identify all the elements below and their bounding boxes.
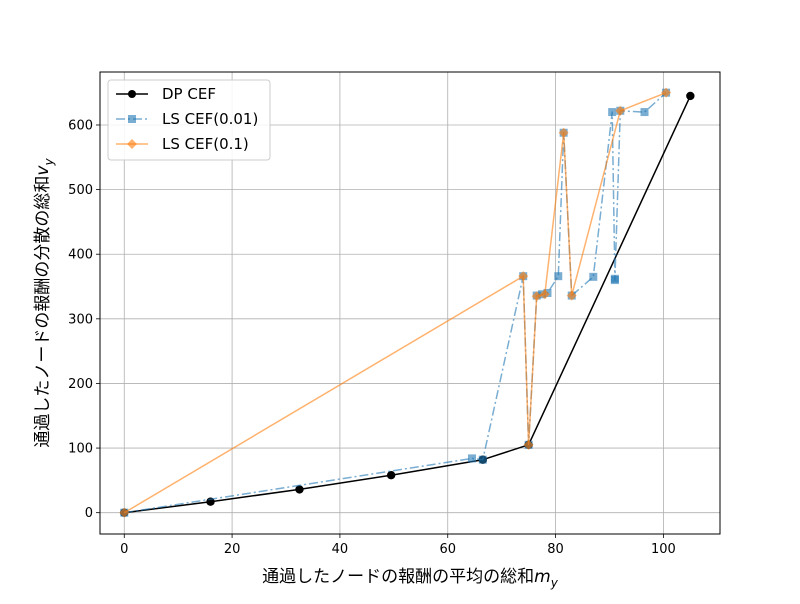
x-axis-label-math: m [534,567,551,587]
y-tick-label: 0 [85,506,93,521]
data-point [615,105,626,116]
legend-label-dp-cef: DP CEF [162,85,216,103]
legend-label-ls-cef-01: LS CEF(0.1) [162,135,249,153]
data-point [468,454,476,463]
data-point [539,289,550,300]
plot-series [119,87,695,518]
data-point [608,108,617,117]
legend-label-ls-cef-001: LS CEF(0.01) [162,110,258,128]
data-point [610,276,619,285]
data-point [640,108,649,117]
data-point [686,91,695,101]
y-tick-label: 400 [68,248,93,263]
data-point [386,471,396,480]
data-point [119,507,130,518]
x-tick-label: 0 [120,542,128,557]
x-axis-label-subscript: y [550,576,559,590]
data-point [566,290,577,301]
data-point [478,455,487,464]
x-axis-label: 通過したノードの報酬の平均の総和my [262,567,559,590]
y-tick-label: 100 [68,442,93,457]
x-tick-label: 100 [651,542,676,557]
x-tick-label: 20 [224,542,241,557]
legend-entry-ls-cef-01: LS CEF(0.1) [116,135,249,153]
axis-ticks: 0 20 40 60 80 100 0 100 200 300 400 500 600 [68,118,676,557]
legend-marker-dp-cef [128,90,136,98]
data-point [531,291,542,302]
series-line-ls-cef-001 [124,92,667,514]
y-axis-label-text: 通過したノードの報酬の分散の総和 [33,176,53,448]
legend-entry-ls-cef-001: LS CEF(0.01) [116,110,258,128]
legend-box [107,79,271,161]
x-axis-label-text: 通過したノードの報酬の平均の総和 [262,567,534,587]
data-point [589,272,598,281]
y-tick-label: 500 [68,183,93,198]
axes-frame [99,71,721,535]
data-point [554,272,563,281]
data-point [558,127,569,138]
data-point [661,87,672,98]
y-axis-label-math: v [33,165,53,176]
y-tick-label: 200 [68,377,93,392]
data-point [523,439,534,450]
series-ls-cef-01 [119,87,672,518]
y-tick-label: 600 [68,118,93,133]
data-point [295,485,304,494]
legend: DP CEF LS CEF(0.01) LS CEF(0.1) [107,79,271,161]
x-tick-label: 40 [332,542,349,557]
x-tick-label: 80 [547,542,564,557]
legend-entry-dp-cef: DP CEF [116,85,216,103]
data-point [518,271,529,282]
y-axis-label-subscript: y [42,158,56,167]
y-tick-label: 300 [68,312,93,327]
x-tick-label: 60 [439,542,456,557]
legend-marker-ls-cef-01 [127,139,137,149]
y-axis-label: 通過したノードの報酬の分散の総和vy [33,158,56,448]
legend-marker-ls-cef-001 [128,115,136,123]
